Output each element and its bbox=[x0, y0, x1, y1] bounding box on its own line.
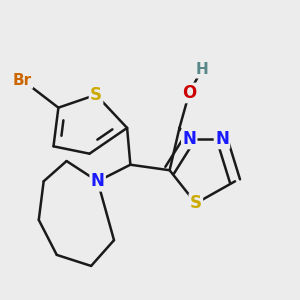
Text: H: H bbox=[195, 62, 208, 77]
Text: S: S bbox=[190, 194, 202, 212]
Text: N: N bbox=[182, 130, 196, 148]
Text: Br: Br bbox=[13, 73, 32, 88]
Text: N: N bbox=[91, 172, 105, 190]
Text: N: N bbox=[215, 130, 229, 148]
Text: O: O bbox=[182, 84, 196, 102]
Text: S: S bbox=[90, 86, 102, 104]
